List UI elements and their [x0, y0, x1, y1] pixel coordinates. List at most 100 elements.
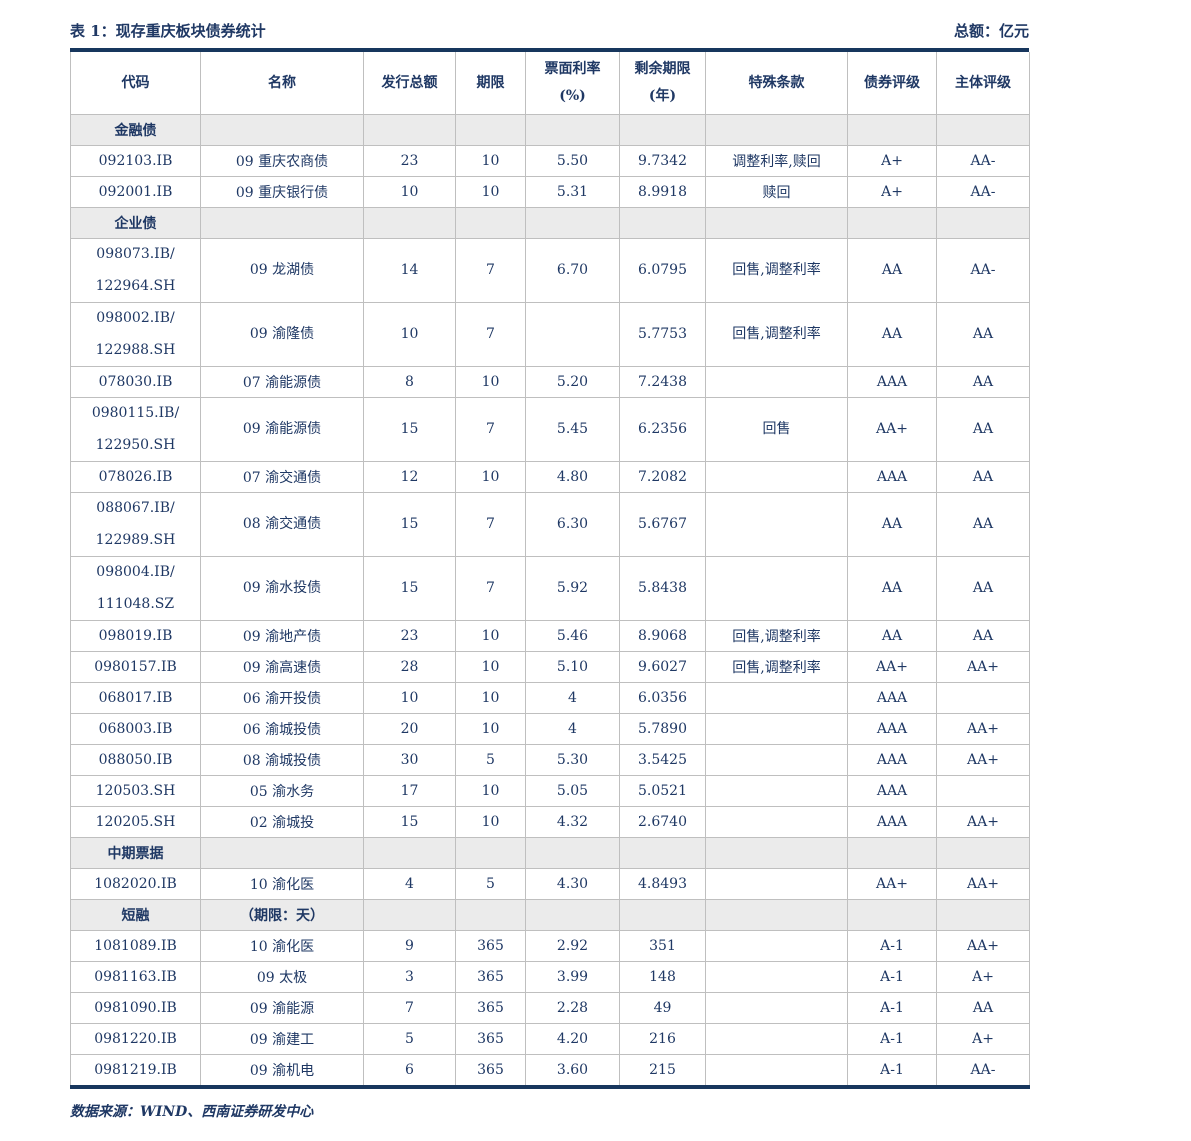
table-cell: [363, 837, 456, 869]
table-cell: 回售,调整利率: [705, 238, 848, 303]
table-cell: 企业债: [70, 207, 201, 239]
table-row: 1082020.IB 10 渝化医 4 5 4.30 4.8493 AA+ AA+: [70, 868, 1030, 900]
table-cell: 092103.IB: [70, 145, 201, 177]
table-cell: 5.05: [525, 775, 620, 807]
table-cell: [936, 899, 1030, 931]
table-cell: 1082020.IB: [70, 868, 201, 900]
table-cell: 351: [619, 930, 706, 962]
table-cell: 215: [619, 1054, 706, 1088]
table-cell: AA: [936, 620, 1030, 652]
column-header-code: 代码: [70, 52, 201, 115]
table-cell: A-1: [847, 1023, 937, 1055]
table-cell: 07 渝能源债: [200, 366, 364, 398]
table-header: 代码 名称 发行总额 期限 票面利率 (%) 剩余期限 (年) 特殊条款 债券评…: [70, 52, 1030, 115]
table-cell: A+: [936, 961, 1030, 993]
table-cell: AA: [936, 397, 1030, 462]
table-cell: AA+: [847, 397, 937, 462]
table-cell: 09 渝高速债: [200, 651, 364, 683]
table-cell: [705, 992, 848, 1024]
table-cell: AA+: [936, 651, 1030, 683]
table-cell: 078026.IB: [70, 461, 201, 493]
table-cell: 09 太极: [200, 961, 364, 993]
unit-note: 总额：亿元: [953, 22, 1029, 40]
table-cell: 10: [363, 176, 456, 208]
table-cell: 调整利率,赎回: [705, 145, 848, 177]
table-cell: [705, 775, 848, 807]
table-row: 0981219.IB 09 渝机电 6 365 3.60 215 A-1 AA-: [70, 1054, 1030, 1088]
table-cell: 10 渝化医: [200, 930, 364, 962]
table-cell: 092001.IB: [70, 176, 201, 208]
table-cell: 10: [455, 651, 526, 683]
table-cell: 216: [619, 1023, 706, 1055]
table-cell: 098019.IB: [70, 620, 201, 652]
table-row: 098002.IB/ 122988.SH 09 渝隆债 10 7 5.7753 回售,调整…: [70, 302, 1030, 367]
table-cell: 08 渝城投债: [200, 744, 364, 776]
table-cell: 10: [363, 302, 456, 367]
table-cell: [619, 207, 706, 239]
table-cell: 30: [363, 744, 456, 776]
table-cell: 5.6767: [619, 492, 706, 557]
table-cell: 8: [363, 366, 456, 398]
table-row: 120205.SH 02 渝城投 15 10 4.32 2.6740 AAA AA+: [70, 806, 1030, 838]
header-row: 代码 名称 发行总额 期限 票面利率 (%) 剩余期限 (年) 特殊条款 债券评…: [70, 52, 1030, 115]
table-cell: 6.0795: [619, 238, 706, 303]
table-cell: AA+: [936, 930, 1030, 962]
table-cell: AA-: [936, 238, 1030, 303]
table-cell: （期限：天）: [200, 899, 364, 931]
table-cell: AAA: [847, 713, 937, 745]
table-cell: [705, 1054, 848, 1088]
table-cell: 4: [525, 682, 620, 714]
table-row: 088050.IB 08 渝城投债 30 5 5.30 3.5425 AAA AA+: [70, 744, 1030, 776]
section-row: 企业债: [70, 207, 1030, 239]
table-cell: [705, 114, 848, 146]
table-cell: 回售: [705, 397, 848, 462]
table-cell: 098002.IB/ 122988.SH: [70, 302, 201, 367]
table-cell: [200, 114, 364, 146]
table-cell: 365: [455, 930, 526, 962]
table-cell: AAA: [847, 682, 937, 714]
table-cell: AA: [936, 366, 1030, 398]
section-row: 金融债: [70, 114, 1030, 146]
table-cell: [705, 556, 848, 621]
table-cell: A+: [936, 1023, 1030, 1055]
table-cell: AA-: [936, 145, 1030, 177]
table-cell: 5.92: [525, 556, 620, 621]
table-cell: 15: [363, 397, 456, 462]
table-cell: 5.0521: [619, 775, 706, 807]
table-cell: AA+: [847, 868, 937, 900]
table-cell: 7: [455, 302, 526, 367]
table-cell: [936, 207, 1030, 239]
table-cell: [936, 837, 1030, 869]
table-cell: AAA: [847, 744, 937, 776]
table-cell: 10 渝化医: [200, 868, 364, 900]
table-cell: [619, 114, 706, 146]
column-header-term: 期限: [455, 52, 526, 115]
table-cell: 1081089.IB: [70, 930, 201, 962]
table-cell: 6.70: [525, 238, 620, 303]
table-cell: 09 渝机电: [200, 1054, 364, 1088]
table-cell: 2.6740: [619, 806, 706, 838]
table-cell: A+: [847, 145, 937, 177]
section-row: 中期票据: [70, 837, 1030, 869]
table-cell: 7: [455, 397, 526, 462]
column-header-special-terms: 特殊条款: [705, 52, 848, 115]
table-row: 0980157.IB 09 渝高速债 28 10 5.10 9.6027 回售,调整利率 AA…: [70, 651, 1030, 683]
table-cell: 07 渝交通债: [200, 461, 364, 493]
column-header-bond-rating: 债券评级: [847, 52, 937, 115]
table-cell: 7: [363, 992, 456, 1024]
table-cell: 金融债: [70, 114, 201, 146]
table-cell: AA: [936, 992, 1030, 1024]
table-cell: 15: [363, 556, 456, 621]
table-cell: 5.31: [525, 176, 620, 208]
table-cell: 09 渝建工: [200, 1023, 364, 1055]
table-row: 0981090.IB 09 渝能源 7 365 2.28 49 A-1 AA: [70, 992, 1030, 1024]
table-cell: [705, 366, 848, 398]
table-cell: 3: [363, 961, 456, 993]
table-cell: [936, 682, 1030, 714]
table-cell: [525, 207, 620, 239]
table-cell: 5: [455, 868, 526, 900]
table-cell: [363, 207, 456, 239]
table-cell: 09 渝水投债: [200, 556, 364, 621]
table-row: 1081089.IB 10 渝化医 9 365 2.92 351 A-1 AA+: [70, 930, 1030, 962]
table-cell: 6: [363, 1054, 456, 1088]
